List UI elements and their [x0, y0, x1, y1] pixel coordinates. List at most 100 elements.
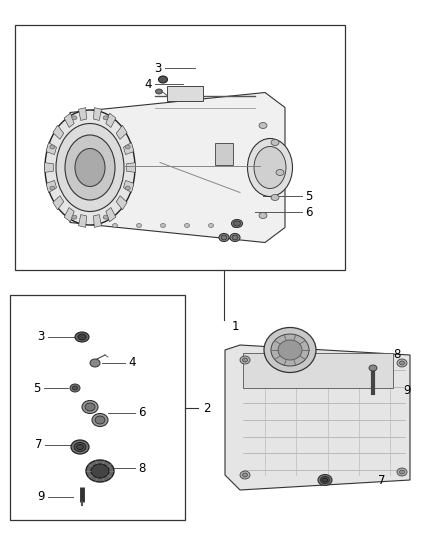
- Ellipse shape: [318, 474, 332, 486]
- Ellipse shape: [91, 464, 109, 478]
- Polygon shape: [93, 215, 102, 228]
- Ellipse shape: [85, 403, 95, 411]
- Ellipse shape: [95, 416, 105, 424]
- Ellipse shape: [75, 149, 105, 187]
- Ellipse shape: [137, 223, 141, 228]
- Ellipse shape: [369, 365, 377, 371]
- Text: 4: 4: [128, 357, 135, 369]
- Ellipse shape: [71, 440, 89, 454]
- Bar: [10, 295, 185, 520]
- Ellipse shape: [72, 116, 77, 120]
- Ellipse shape: [160, 223, 166, 228]
- Polygon shape: [70, 93, 285, 243]
- Ellipse shape: [243, 473, 247, 477]
- Ellipse shape: [74, 442, 86, 451]
- Ellipse shape: [221, 235, 227, 240]
- Ellipse shape: [70, 384, 80, 392]
- Ellipse shape: [240, 356, 250, 364]
- Ellipse shape: [113, 223, 117, 228]
- Ellipse shape: [264, 327, 316, 373]
- Ellipse shape: [92, 414, 108, 426]
- Ellipse shape: [77, 445, 84, 449]
- Ellipse shape: [232, 235, 238, 240]
- Text: 5: 5: [34, 382, 41, 394]
- Ellipse shape: [219, 233, 229, 241]
- Text: 2: 2: [203, 401, 211, 415]
- Ellipse shape: [259, 123, 267, 128]
- Polygon shape: [78, 108, 87, 120]
- Ellipse shape: [399, 361, 405, 365]
- Text: 7: 7: [35, 439, 42, 451]
- Ellipse shape: [322, 478, 328, 482]
- Ellipse shape: [247, 139, 293, 197]
- Ellipse shape: [73, 386, 78, 390]
- Ellipse shape: [271, 140, 279, 146]
- Ellipse shape: [240, 471, 250, 479]
- Bar: [167, 85, 203, 101]
- Text: 8: 8: [393, 349, 400, 361]
- Ellipse shape: [397, 468, 407, 476]
- Polygon shape: [116, 196, 127, 209]
- Polygon shape: [53, 125, 64, 139]
- Polygon shape: [64, 113, 74, 127]
- Ellipse shape: [271, 195, 279, 200]
- Text: 6: 6: [305, 206, 312, 219]
- Bar: [15, 25, 345, 270]
- Text: 6: 6: [138, 407, 145, 419]
- Bar: [243, 353, 393, 388]
- Polygon shape: [46, 142, 57, 155]
- Polygon shape: [45, 163, 53, 172]
- Text: 5: 5: [305, 190, 312, 203]
- Ellipse shape: [232, 220, 243, 228]
- Polygon shape: [106, 207, 116, 222]
- Text: 4: 4: [145, 77, 152, 91]
- Polygon shape: [46, 181, 57, 192]
- Ellipse shape: [56, 124, 124, 212]
- Ellipse shape: [50, 186, 55, 190]
- Text: 3: 3: [155, 61, 162, 75]
- Polygon shape: [78, 215, 87, 228]
- Ellipse shape: [233, 223, 237, 228]
- Ellipse shape: [321, 477, 329, 483]
- Ellipse shape: [271, 334, 309, 366]
- Ellipse shape: [233, 221, 240, 226]
- Ellipse shape: [125, 145, 130, 149]
- Ellipse shape: [397, 359, 407, 367]
- Polygon shape: [53, 196, 64, 209]
- Polygon shape: [64, 207, 74, 222]
- Ellipse shape: [276, 169, 284, 175]
- Ellipse shape: [155, 89, 162, 94]
- Ellipse shape: [82, 400, 98, 414]
- Text: 1: 1: [232, 320, 240, 333]
- Polygon shape: [124, 181, 134, 192]
- Ellipse shape: [254, 147, 286, 189]
- Ellipse shape: [72, 215, 77, 219]
- Ellipse shape: [259, 213, 267, 219]
- Text: 7: 7: [378, 473, 385, 487]
- Ellipse shape: [90, 359, 100, 367]
- Bar: [215, 142, 233, 165]
- Ellipse shape: [103, 116, 108, 120]
- Ellipse shape: [399, 470, 405, 474]
- Text: 9: 9: [38, 490, 45, 504]
- Text: 9: 9: [403, 384, 410, 397]
- Polygon shape: [116, 125, 127, 139]
- Ellipse shape: [103, 215, 108, 219]
- Polygon shape: [225, 345, 410, 490]
- Ellipse shape: [125, 186, 130, 190]
- Ellipse shape: [45, 110, 135, 225]
- Ellipse shape: [86, 460, 114, 482]
- Ellipse shape: [184, 223, 190, 228]
- Text: 3: 3: [38, 330, 45, 343]
- Ellipse shape: [75, 332, 89, 342]
- Ellipse shape: [78, 334, 86, 340]
- Text: 8: 8: [138, 462, 145, 474]
- Ellipse shape: [230, 233, 240, 241]
- Ellipse shape: [208, 223, 213, 228]
- Ellipse shape: [65, 135, 115, 200]
- Ellipse shape: [50, 145, 55, 149]
- Polygon shape: [124, 142, 134, 155]
- Polygon shape: [106, 113, 116, 127]
- Ellipse shape: [243, 358, 247, 362]
- Polygon shape: [93, 108, 102, 120]
